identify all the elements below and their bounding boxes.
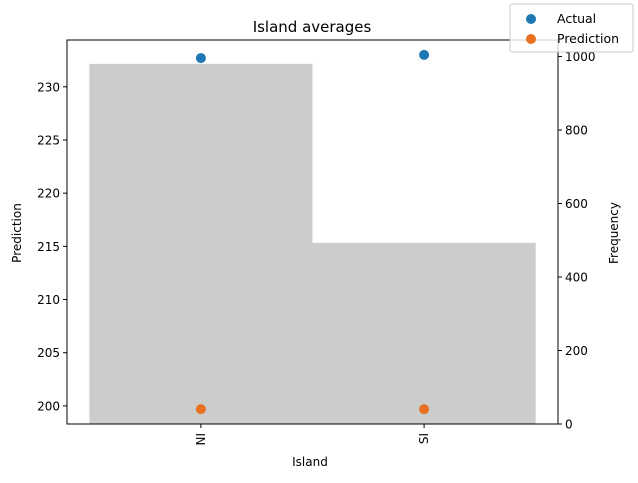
frequency-bar-ni (89, 63, 313, 425)
plot-frame (66, 39, 559, 425)
y-tick-label: 205 (37, 346, 60, 360)
y-tick-label: 220 (37, 187, 60, 201)
chart-title: Island averages (253, 18, 372, 36)
frequency-bar-si (312, 242, 536, 424)
point-prediction-ni (195, 404, 206, 415)
y2-tick-label: 600 (565, 197, 588, 211)
point-actual-si (419, 49, 430, 60)
x-axis: NI SI (194, 424, 431, 446)
frequency-bars (89, 63, 536, 425)
y2-tick-label: 800 (565, 124, 588, 138)
point-prediction-si (419, 404, 430, 415)
legend-label-prediction: Prediction (557, 31, 619, 46)
legend-marker-prediction (526, 34, 536, 44)
legend: Actual Prediction (509, 3, 634, 53)
y2-tick-label: 200 (565, 344, 588, 358)
y-tick-label: 230 (37, 80, 60, 94)
y-tick-label: 225 (37, 133, 60, 147)
y2-axis-label: Frequency (607, 202, 621, 264)
left-y-axis: 200 205 210 215 220 225 230 (37, 80, 67, 413)
legend-frame (509, 3, 634, 53)
legend-label-actual: Actual (557, 11, 596, 26)
y2-tick-label: 1000 (565, 50, 596, 64)
right-y-axis: 0 200 400 600 800 1000 (558, 50, 596, 432)
y2-tick-label: 400 (565, 271, 588, 285)
y-tick-label: 215 (37, 240, 60, 254)
point-actual-ni (195, 53, 206, 64)
x-tick-label-ni: NI (194, 433, 208, 446)
y-tick-label: 210 (37, 293, 60, 307)
x-axis-label: Island (292, 455, 328, 469)
y-axis-label: Prediction (10, 203, 24, 263)
x-tick-label-si: SI (417, 433, 431, 444)
data-points (195, 49, 430, 415)
y2-tick-label: 0 (565, 418, 573, 432)
legend-marker-actual (526, 14, 536, 24)
y-tick-label: 200 (37, 399, 60, 413)
